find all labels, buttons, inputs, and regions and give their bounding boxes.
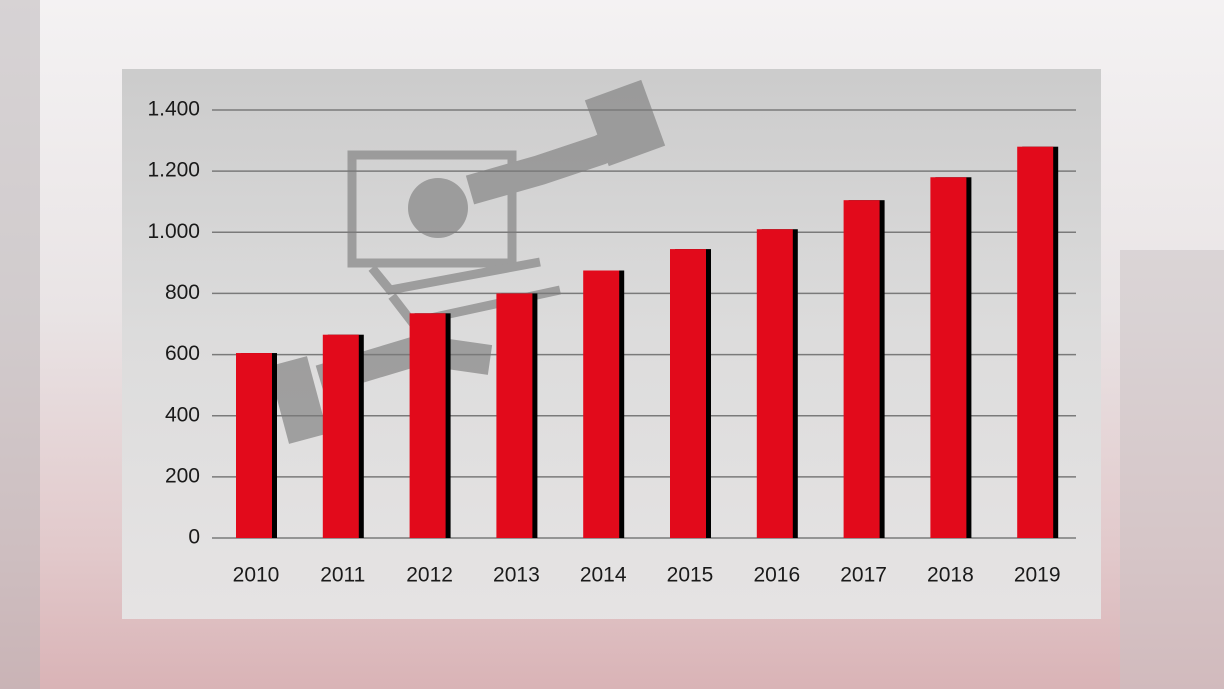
x-tick-label: 2012	[406, 564, 453, 587]
bar	[756, 229, 793, 538]
bar	[496, 293, 533, 538]
x-tick-label: 2016	[753, 564, 800, 587]
x-tick-label: 2010	[233, 564, 280, 587]
x-tick-label: 2018	[927, 564, 974, 587]
y-tick-label: 600	[165, 342, 200, 365]
background-shade	[1120, 250, 1224, 689]
bar	[670, 249, 706, 538]
y-tick-label: 1.400	[147, 98, 200, 121]
bar	[1017, 146, 1054, 538]
bar	[843, 200, 880, 538]
y-tick-label: 1.200	[147, 159, 200, 182]
x-tick-label: 2011	[320, 564, 365, 587]
background-shade	[0, 0, 40, 689]
x-tick-label: 2019	[1014, 564, 1061, 587]
y-tick-label: 800	[165, 281, 200, 304]
x-tick-label: 2014	[580, 564, 627, 587]
x-tick-label: 2015	[667, 564, 714, 587]
bar	[322, 334, 359, 538]
y-tick-label: 400	[165, 403, 200, 426]
bar	[409, 313, 446, 538]
bar	[583, 270, 620, 538]
x-tick-label: 2017	[840, 564, 887, 587]
y-tick-label: 1.000	[147, 220, 200, 243]
y-tick-label: 200	[165, 464, 200, 487]
bar	[236, 353, 272, 538]
bar	[930, 177, 967, 538]
y-tick-label: 0	[188, 526, 200, 549]
x-tick-label: 2013	[493, 564, 540, 587]
